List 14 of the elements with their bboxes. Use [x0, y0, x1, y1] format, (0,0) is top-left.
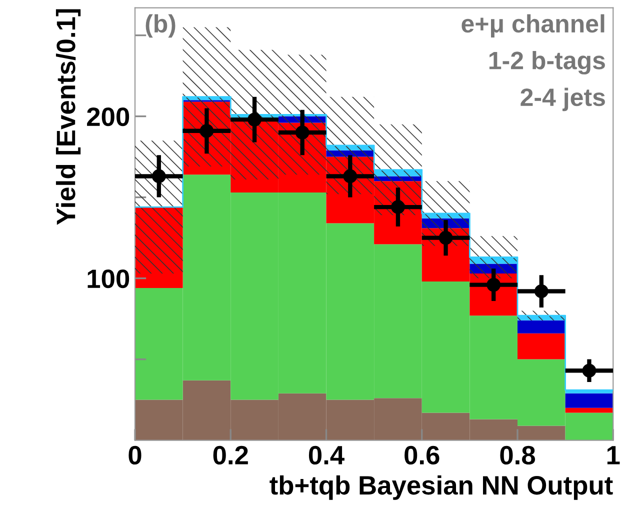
x-tick-label: 0	[128, 446, 142, 465]
annotation: 2-4 jets	[520, 88, 605, 112]
annotation: e+μ channel	[462, 14, 604, 38]
x-tick-label: 0.2	[213, 446, 248, 465]
annotation: 1-2 b-tags	[489, 51, 605, 74]
y-tick-label: 100	[88, 269, 130, 288]
y-axis-title: Yield [Events/0.1]	[56, 9, 81, 225]
x-tick-label: 0.6	[404, 446, 440, 465]
annotation: (b)	[146, 14, 176, 38]
x-tick-label: 0.8	[500, 446, 536, 465]
x-tick-label: 1	[607, 446, 620, 464]
x-tick-label: 0.4	[308, 446, 344, 465]
x-axis-title: tb+tqb Bayesian NN Output	[270, 475, 613, 500]
y-tick-label: 200	[87, 107, 130, 126]
